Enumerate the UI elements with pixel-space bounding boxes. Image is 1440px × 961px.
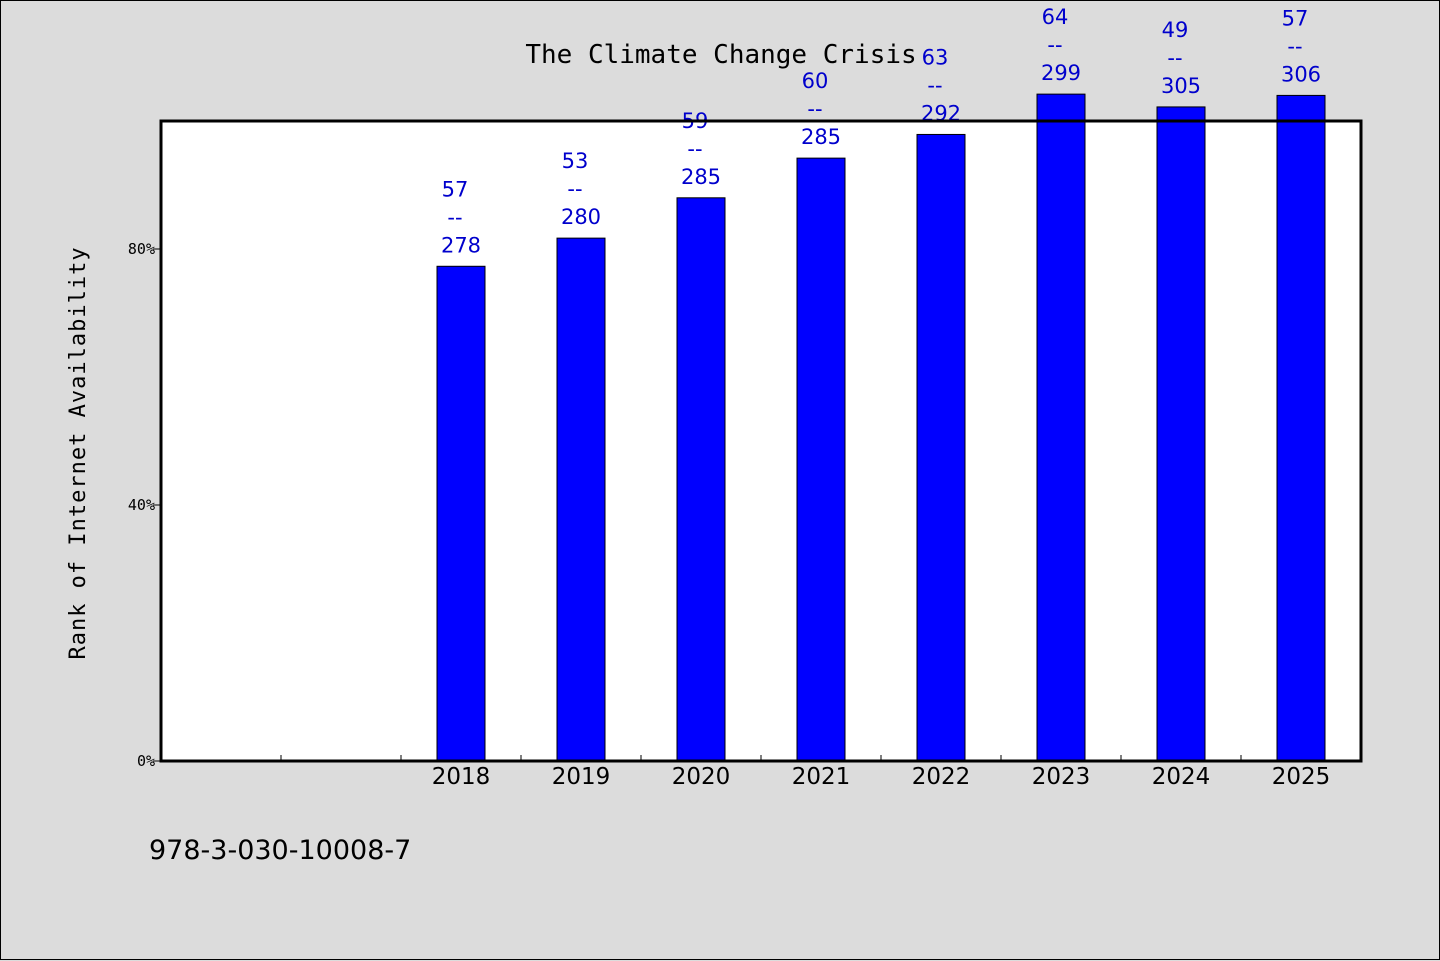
data-label-separator: -- xyxy=(807,97,822,121)
bar xyxy=(1276,94,1326,762)
data-label-separator: -- xyxy=(927,73,942,97)
y-tick-label: 0% xyxy=(137,752,155,770)
data-label-separator: -- xyxy=(1047,33,1062,57)
x-tick-label: 2020 xyxy=(672,764,731,790)
x-tick-label: 2021 xyxy=(792,764,851,790)
data-labels-layer: 201857--278201953--280202059--285202160-… xyxy=(432,5,1331,790)
data-label-top: 64 xyxy=(1042,5,1069,29)
x-tick-label: 2019 xyxy=(552,764,611,790)
data-label-bottom: 285 xyxy=(681,165,721,189)
data-label-top: 53 xyxy=(562,149,589,173)
bar xyxy=(916,133,966,762)
bar xyxy=(796,157,846,762)
plot-frame xyxy=(159,119,1363,763)
data-label-bottom: 305 xyxy=(1161,74,1201,98)
data-label-separator: -- xyxy=(687,137,702,161)
bar xyxy=(1156,106,1206,762)
data-label-top: 63 xyxy=(922,45,949,69)
y-axis-label: Rank of Internet Availability xyxy=(66,246,91,659)
chart-title: The Climate Change Crisis xyxy=(525,40,916,70)
data-label-top: 57 xyxy=(442,177,469,201)
footer-isbn: 978-3-030-10008-7 xyxy=(149,835,412,866)
bars-layer xyxy=(436,93,1326,762)
x-tick-label: 2022 xyxy=(912,764,971,790)
bar xyxy=(676,197,726,762)
data-label-top: 57 xyxy=(1282,6,1309,30)
data-label-bottom: 280 xyxy=(561,205,601,229)
x-tick-label: 2023 xyxy=(1032,764,1091,790)
data-label-top: 60 xyxy=(802,69,829,93)
data-label-separator: -- xyxy=(447,205,462,229)
x-tick-label: 2018 xyxy=(432,764,491,790)
y-tick-label: 80% xyxy=(128,240,155,258)
data-label-separator: -- xyxy=(1167,46,1182,70)
data-label-bottom: 285 xyxy=(801,125,841,149)
data-label-bottom: 278 xyxy=(441,233,481,257)
y-tick-label: 40% xyxy=(128,496,155,514)
data-label-bottom: 299 xyxy=(1041,61,1081,85)
bar xyxy=(1036,93,1086,762)
data-label-top: 49 xyxy=(1162,18,1189,42)
x-tick-label: 2024 xyxy=(1152,764,1211,790)
data-label-separator: -- xyxy=(1287,34,1302,58)
x-tick-label: 2025 xyxy=(1272,764,1331,790)
data-label-separator: -- xyxy=(567,177,582,201)
data-label-bottom: 306 xyxy=(1281,62,1321,86)
bar xyxy=(556,237,606,762)
bar xyxy=(436,265,486,762)
